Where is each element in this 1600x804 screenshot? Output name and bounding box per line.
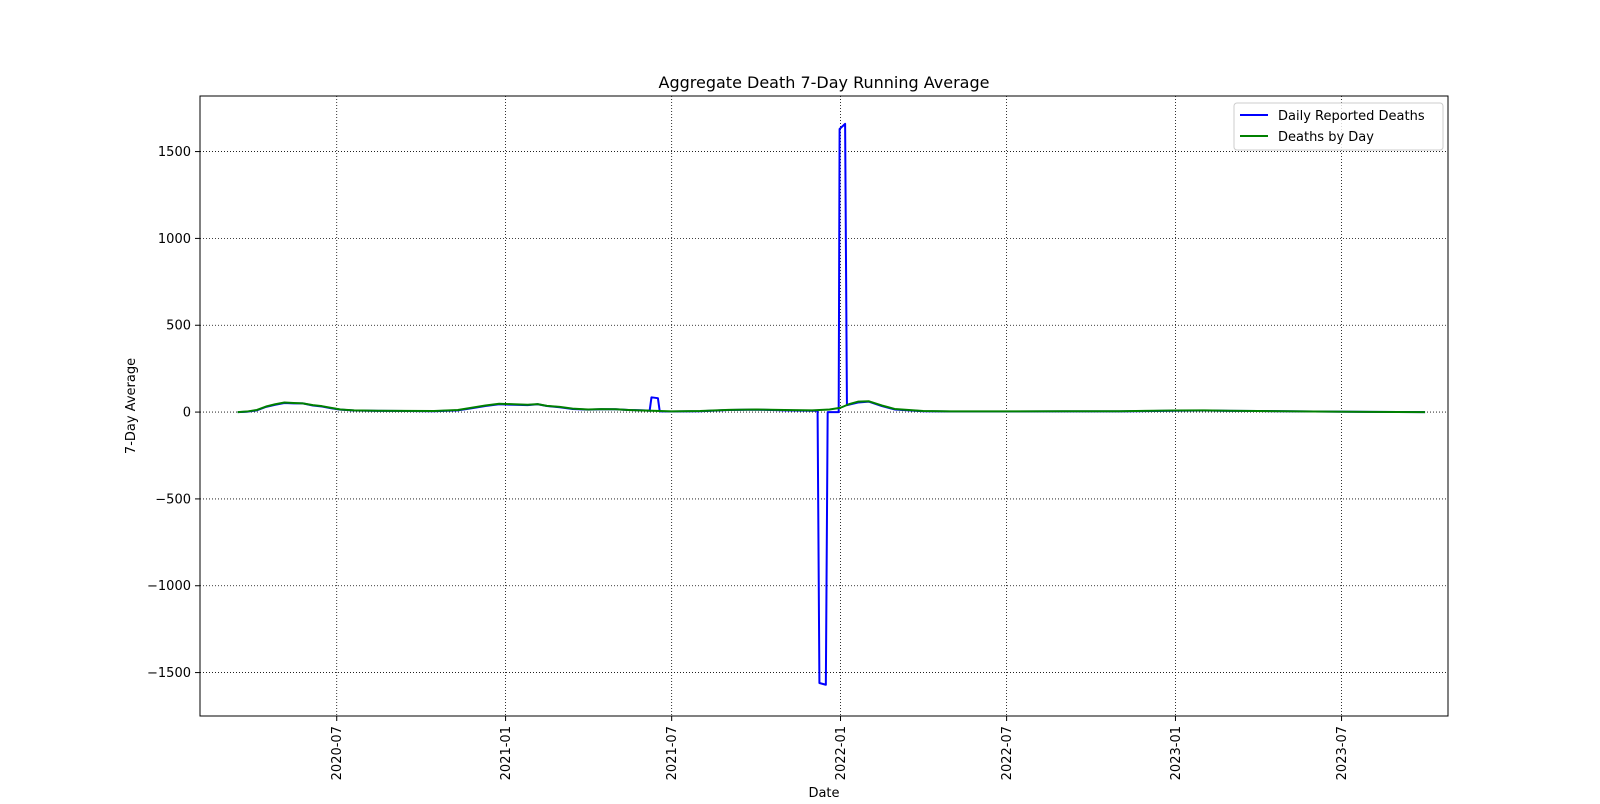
y-tick-label: 500 xyxy=(166,319,191,334)
x-axis-label: Date xyxy=(808,786,839,800)
x-tick-label: 2022-07 xyxy=(1000,726,1015,780)
series-lines xyxy=(237,122,1426,686)
x-tick-label: 2023-01 xyxy=(1169,726,1184,780)
x-tick-label: 2021-01 xyxy=(499,726,514,780)
series-line-daily-reported-deaths xyxy=(237,122,1426,686)
y-tick-label: −500 xyxy=(155,492,191,507)
axis-ticks: 2020-07 2021-01 2021-07 2022-01 2022-07 2023-… xyxy=(147,145,1350,780)
series-line-deaths-by-day xyxy=(237,400,1426,414)
legend-box xyxy=(1233,102,1444,151)
grid-lines xyxy=(200,96,1448,716)
y-tick-label: 1000 xyxy=(158,232,191,247)
legend: Daily Reported Deaths Deaths by Day xyxy=(1233,102,1444,151)
x-tick-label: 2020-07 xyxy=(330,726,345,780)
legend-label-deaths-by-day: Deaths by Day xyxy=(1278,130,1374,145)
legend-label-daily-reported-deaths: Daily Reported Deaths xyxy=(1278,109,1425,124)
y-axis-label: 7-Day Average xyxy=(124,358,139,454)
x-tick-label: 2023-07 xyxy=(1335,726,1350,780)
x-tick-label: 2022-01 xyxy=(834,726,849,780)
plot-area-frame xyxy=(199,95,1449,717)
y-tick-label: 0 xyxy=(183,406,191,421)
chart-title: Aggregate Death 7-Day Running Average xyxy=(659,73,990,92)
y-tick-label: −1000 xyxy=(147,579,191,594)
y-tick-label: 1500 xyxy=(158,145,191,160)
x-tick-label: 2021-07 xyxy=(665,726,680,780)
y-tick-label: −1500 xyxy=(147,666,191,681)
